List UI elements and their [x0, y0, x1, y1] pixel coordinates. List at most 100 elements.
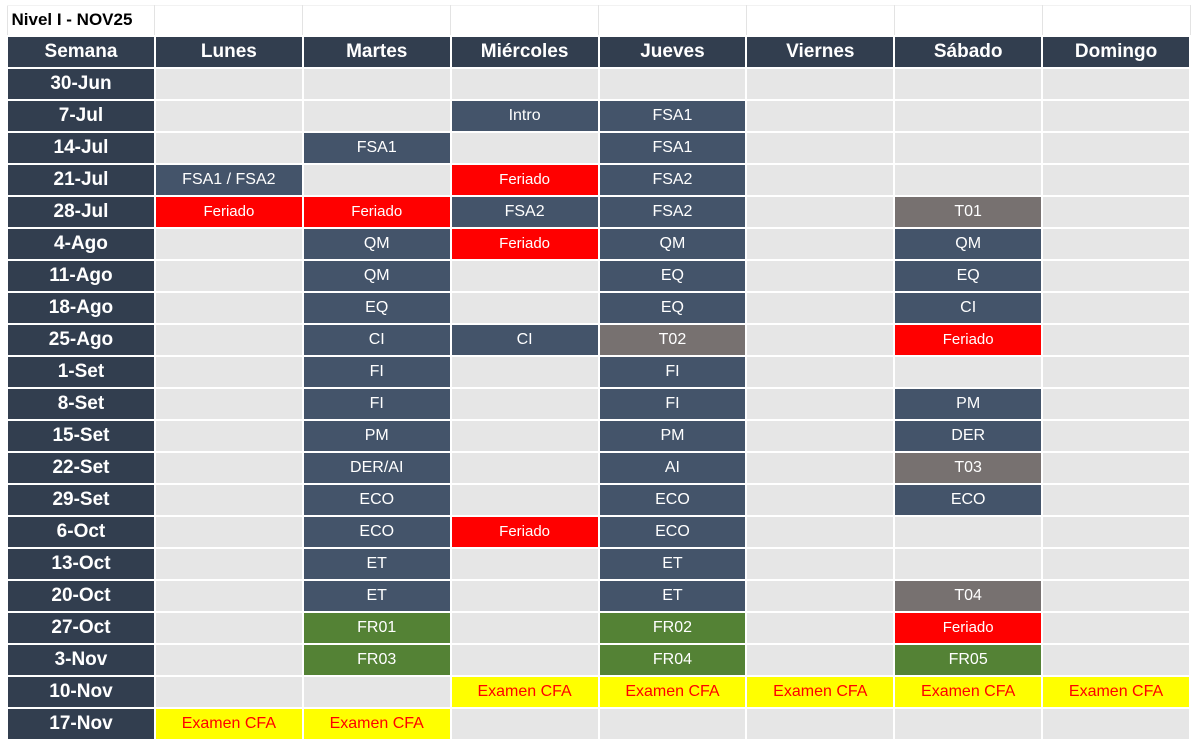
- schedule-cell-domingo[interactable]: [1041, 418, 1191, 453]
- schedule-cell-miercoles[interactable]: [449, 450, 600, 485]
- schedule-cell-miercoles[interactable]: [449, 290, 600, 325]
- week-label[interactable]: 28-Jul: [6, 194, 156, 229]
- week-label[interactable]: 20-Oct: [6, 578, 156, 613]
- blank-cell[interactable]: [302, 5, 452, 36]
- schedule-cell-miercoles[interactable]: Feriado: [449, 226, 600, 261]
- schedule-cell-jueves[interactable]: QM: [597, 226, 748, 261]
- schedule-cell-sabado[interactable]: [893, 130, 1044, 165]
- schedule-cell-viernes[interactable]: [745, 322, 896, 357]
- schedule-cell-jueves[interactable]: FI: [597, 386, 748, 421]
- schedule-cell-viernes[interactable]: [745, 66, 896, 101]
- schedule-cell-domingo[interactable]: [1041, 450, 1191, 485]
- schedule-cell-sabado[interactable]: T03: [893, 450, 1044, 485]
- schedule-cell-jueves[interactable]: T02: [597, 322, 748, 357]
- schedule-cell-viernes[interactable]: [745, 386, 896, 421]
- schedule-cell-jueves[interactable]: FI: [597, 354, 748, 389]
- schedule-cell-jueves[interactable]: EQ: [597, 290, 748, 325]
- schedule-cell-martes[interactable]: CI: [301, 322, 452, 357]
- schedule-cell-domingo[interactable]: [1041, 354, 1191, 389]
- schedule-cell-domingo[interactable]: Examen CFA: [1041, 674, 1191, 709]
- schedule-cell-viernes[interactable]: [745, 578, 896, 613]
- week-label[interactable]: 18-Ago: [6, 290, 156, 325]
- schedule-cell-lunes[interactable]: [153, 290, 304, 325]
- schedule-cell-miercoles[interactable]: [449, 386, 600, 421]
- schedule-cell-martes[interactable]: ECO: [301, 514, 452, 549]
- schedule-cell-jueves[interactable]: FSA2: [597, 162, 748, 197]
- schedule-cell-lunes[interactable]: [153, 322, 304, 357]
- week-label[interactable]: 17-Nov: [6, 706, 156, 741]
- schedule-cell-miercoles[interactable]: Feriado: [449, 514, 600, 549]
- week-label[interactable]: 22-Set: [6, 450, 156, 485]
- schedule-cell-jueves[interactable]: FR04: [597, 642, 748, 677]
- week-label[interactable]: 8-Set: [6, 386, 156, 421]
- schedule-cell-domingo[interactable]: [1041, 642, 1191, 677]
- blank-cell[interactable]: [598, 5, 747, 36]
- schedule-cell-domingo[interactable]: [1041, 290, 1191, 325]
- schedule-cell-viernes[interactable]: [745, 418, 896, 453]
- schedule-cell-martes[interactable]: FI: [301, 386, 452, 421]
- schedule-cell-sabado[interactable]: QM: [893, 226, 1044, 261]
- schedule-cell-martes[interactable]: [301, 162, 452, 197]
- schedule-cell-viernes[interactable]: [745, 194, 896, 229]
- schedule-cell-martes[interactable]: PM: [301, 418, 452, 453]
- schedule-cell-martes[interactable]: [301, 98, 452, 133]
- week-label[interactable]: 25-Ago: [6, 322, 156, 357]
- schedule-cell-lunes[interactable]: [153, 578, 304, 613]
- header-lunes[interactable]: Lunes: [153, 34, 304, 69]
- schedule-cell-viernes[interactable]: [745, 706, 896, 741]
- week-label[interactable]: 13-Oct: [6, 546, 156, 581]
- schedule-cell-sabado[interactable]: FR05: [893, 642, 1044, 677]
- schedule-cell-martes[interactable]: FR03: [301, 642, 452, 677]
- schedule-cell-sabado[interactable]: DER: [893, 418, 1044, 453]
- schedule-cell-viernes[interactable]: [745, 610, 896, 645]
- schedule-cell-sabado[interactable]: Feriado: [893, 610, 1044, 645]
- schedule-cell-martes[interactable]: ET: [301, 546, 452, 581]
- schedule-cell-viernes[interactable]: [745, 290, 896, 325]
- week-label[interactable]: 15-Set: [6, 418, 156, 453]
- schedule-cell-lunes[interactable]: Feriado: [153, 194, 304, 229]
- schedule-cell-sabado[interactable]: T01: [893, 194, 1044, 229]
- schedule-cell-martes[interactable]: ET: [301, 578, 452, 613]
- schedule-cell-domingo[interactable]: [1041, 66, 1191, 101]
- week-label[interactable]: 7-Jul: [6, 98, 156, 133]
- schedule-cell-domingo[interactable]: [1041, 610, 1191, 645]
- blank-cell[interactable]: [893, 5, 1043, 36]
- schedule-cell-miercoles[interactable]: CI: [449, 322, 600, 357]
- header-martes[interactable]: Martes: [301, 34, 452, 69]
- schedule-cell-martes[interactable]: [301, 674, 452, 709]
- schedule-cell-sabado[interactable]: ECO: [893, 482, 1044, 517]
- schedule-cell-sabado[interactable]: [893, 98, 1044, 133]
- header-viernes[interactable]: Viernes: [745, 34, 896, 69]
- header-domingo[interactable]: Domingo: [1041, 34, 1191, 69]
- schedule-cell-jueves[interactable]: [597, 706, 748, 741]
- schedule-cell-miercoles[interactable]: Feriado: [449, 162, 600, 197]
- schedule-cell-viernes[interactable]: [745, 258, 896, 293]
- week-label[interactable]: 10-Nov: [6, 674, 156, 709]
- schedule-cell-jueves[interactable]: [597, 66, 748, 101]
- schedule-cell-sabado[interactable]: [893, 546, 1044, 581]
- schedule-cell-domingo[interactable]: [1041, 546, 1191, 581]
- schedule-cell-viernes[interactable]: Examen CFA: [745, 674, 896, 709]
- schedule-cell-domingo[interactable]: [1041, 322, 1191, 357]
- header-jueves[interactable]: Jueves: [597, 34, 748, 69]
- schedule-cell-viernes[interactable]: [745, 162, 896, 197]
- schedule-cell-lunes[interactable]: FSA1 / FSA2: [153, 162, 304, 197]
- schedule-cell-lunes[interactable]: [153, 674, 304, 709]
- schedule-cell-jueves[interactable]: Examen CFA: [597, 674, 748, 709]
- blank-cell[interactable]: [450, 5, 600, 36]
- schedule-cell-martes[interactable]: FR01: [301, 610, 452, 645]
- schedule-cell-domingo[interactable]: [1041, 578, 1191, 613]
- week-label[interactable]: 3-Nov: [6, 642, 156, 677]
- week-label[interactable]: 21-Jul: [6, 162, 156, 197]
- schedule-cell-domingo[interactable]: [1041, 706, 1191, 741]
- schedule-cell-jueves[interactable]: AI: [597, 450, 748, 485]
- schedule-cell-lunes[interactable]: [153, 482, 304, 517]
- schedule-cell-viernes[interactable]: [745, 98, 896, 133]
- schedule-cell-jueves[interactable]: ET: [597, 578, 748, 613]
- schedule-cell-lunes[interactable]: [153, 386, 304, 421]
- schedule-cell-miercoles[interactable]: [449, 642, 600, 677]
- schedule-cell-lunes[interactable]: [153, 226, 304, 261]
- schedule-cell-viernes[interactable]: [745, 514, 896, 549]
- schedule-cell-miercoles[interactable]: [449, 578, 600, 613]
- schedule-cell-lunes[interactable]: [153, 66, 304, 101]
